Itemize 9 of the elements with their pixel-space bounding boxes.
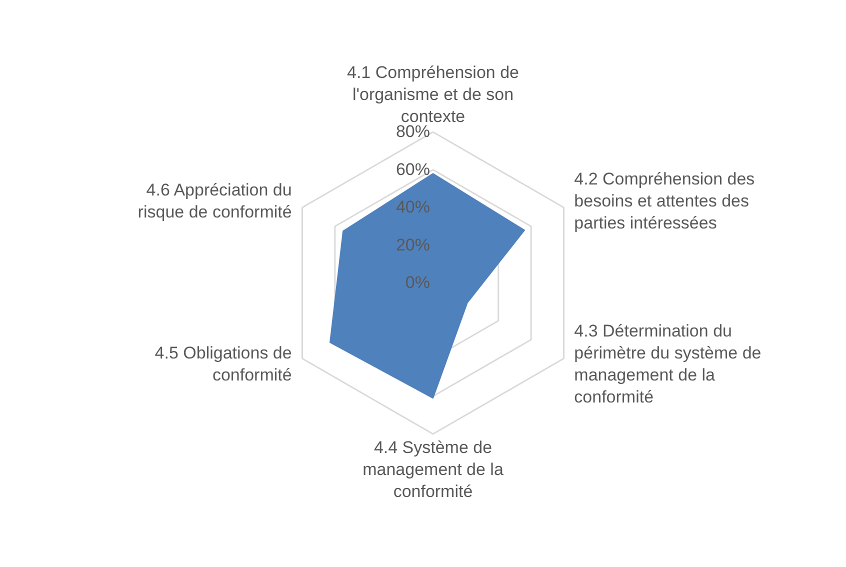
spoke-label: 4.3 Détermination du périmètre du système de management de la conformité [574, 322, 762, 406]
y-tick-label: 60% [396, 160, 430, 179]
spoke-label: 4.2 Compréhension des besoins et attentes des parties intéressées [574, 170, 755, 232]
y-tick-label: 0% [405, 273, 430, 292]
spoke-label: 4.6 Appréciation du risque de conformité [138, 180, 292, 222]
y-tick-label: 20% [396, 235, 430, 254]
y-tick-label: 40% [396, 198, 430, 216]
spoke-label: 4.5 Obligations de conformité [154, 344, 292, 384]
spoke-label: 4.4 Système de management de la conformité [362, 438, 504, 501]
